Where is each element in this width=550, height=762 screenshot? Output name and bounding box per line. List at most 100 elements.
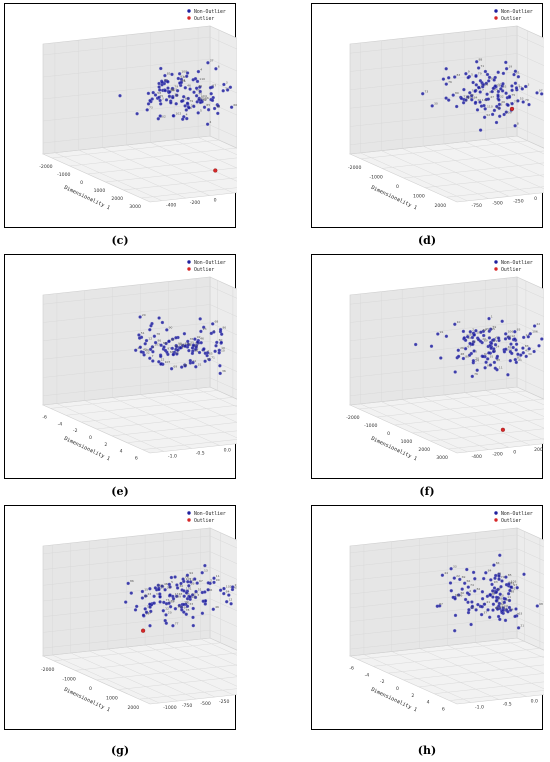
point-id-label: 7 [152,354,154,358]
data-point-outlier [141,628,146,633]
point-id-label: 85 [170,87,174,91]
data-point-non-outlier [185,71,190,75]
data-point-non-outlier [129,591,133,595]
point-id-label: 68 [215,320,219,324]
point-id-label: 90 [169,326,173,330]
point-id-label: 80 [455,91,459,95]
point-id-label: 109 [457,593,463,597]
y-tick-label: -1.0 [475,705,484,711]
point-id-label: 103 [468,96,474,100]
y-tick-label: -0.5 [196,451,205,457]
caption-f: (f) [419,485,435,498]
data-point-non-outlier [182,589,186,593]
grid-line-y [126,35,234,194]
data-point-non-outlier [153,586,158,590]
data-point-non-outlier [158,595,162,599]
data-point-non-outlier [148,602,152,606]
data-point-non-outlier [467,608,471,612]
data-point-non-outlier [160,320,165,325]
data-point-non-outlier [198,85,202,89]
legend-label-non-outlier: Non-Outlier [194,260,226,266]
data-point-non-outlier [175,352,179,356]
data-point-non-outlier [463,338,468,342]
data-point-non-outlier [492,563,496,567]
data-point-non-outlier [453,75,457,79]
point-id-label: 69 [203,98,207,102]
data-point-non-outlier [183,86,187,90]
x-tick-label: 2000 [434,203,446,209]
x-tick-label: -2000 [346,415,359,421]
point-id-label: 77 [175,622,179,626]
data-point-non-outlier [173,607,178,611]
data-point-non-outlier [216,111,220,116]
data-point-non-outlier [163,88,167,93]
point-id-label: 69 [484,338,488,342]
caption-h: (h) [417,744,437,757]
point-id-label: 92 [197,335,201,339]
data-point-non-outlier [473,577,477,581]
point-id-label: 98 [178,341,182,345]
x-tick-label: -1000 [364,423,377,429]
grid-line-x [75,652,237,671]
data-point-non-outlier [473,89,477,93]
legend-marker-outlier [187,16,191,20]
point-id-label: 22 [536,322,540,326]
point-id-label: 20 [186,600,190,604]
data-point-non-outlier [471,570,476,575]
data-point-non-outlier [174,336,178,340]
data-point-non-outlier [160,584,164,588]
data-point-non-outlier [185,573,190,577]
data-point-non-outlier [474,329,478,333]
grid-line-x [50,280,218,409]
data-point-non-outlier [137,336,142,340]
data-point-non-outlier [194,345,198,349]
data-point-non-outlier [150,97,154,101]
point-id-label: 95 [194,344,198,348]
data-point-non-outlier [532,349,536,354]
chart-h-svg: -6-4-20246-1.0-0.50.00.51.01.5-0.6-0.4-0… [348,511,544,713]
data-point-non-outlier [510,351,514,356]
data-point-non-outlier [195,79,200,84]
point-id-label: 7 [495,336,497,340]
data-point-non-outlier [506,103,510,107]
data-point-non-outlier [471,342,475,346]
point-id-label: 45 [143,348,147,352]
point-id-label: 79 [478,71,482,75]
data-point-non-outlier [229,602,233,606]
grid-line-x [448,438,544,450]
point-id-label: 71 [463,94,467,98]
point-id-label: 33 [189,602,193,606]
grid-line-y [56,293,165,452]
data-point-non-outlier [510,102,514,106]
point-id-label: 21 [518,358,522,362]
point-id-label: 43 [147,592,151,596]
data-point-non-outlier [229,105,234,109]
legend-label-outlier: Outlier [501,518,521,524]
point-id-label: 29 [145,348,149,352]
data-point-non-outlier [492,360,497,365]
data-point-non-outlier [449,589,453,593]
grid-line-y [464,282,544,429]
x-tick-label: 3000 [129,204,141,210]
data-point-non-outlier [463,347,468,351]
point-id-label: 9 [468,70,470,74]
x-tick-label: -6 [349,665,354,671]
data-point-non-outlier [144,610,149,614]
data-point-non-outlier [143,342,147,346]
grid-line-y [168,281,237,423]
point-id-label: 100 [168,600,174,604]
data-point-non-outlier [521,100,525,104]
point-id-label: 10 [221,349,225,353]
data-point-non-outlier [195,581,199,585]
data-point-non-outlier [206,108,211,112]
grid-line-y [422,287,531,446]
data-point-non-outlier [196,69,201,74]
grid-line-x [403,162,544,179]
grid-line-y [360,42,468,202]
point-id-label: 7 [183,78,185,82]
data-point-non-outlier [414,342,418,347]
data-point-non-outlier [137,333,141,337]
data-point-non-outlier [435,604,439,608]
point-id-label: 37 [210,59,214,63]
data-point-non-outlier [451,93,455,97]
